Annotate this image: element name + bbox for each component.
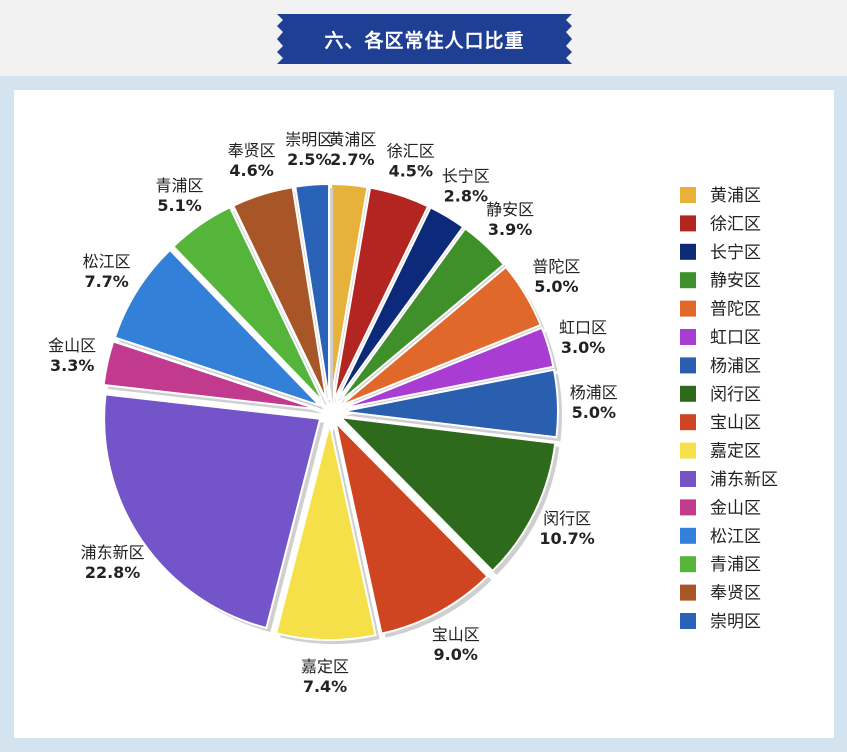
pie-slice-4	[339, 265, 542, 407]
page-title: 六、各区常住人口比重	[324, 29, 525, 52]
slice-label-name: 青浦区	[156, 176, 204, 195]
legend-swatch	[680, 357, 696, 374]
legend-swatch	[680, 471, 696, 487]
slice-label-value: 3.9%	[488, 220, 532, 239]
slice-label-name: 杨浦区	[570, 383, 618, 402]
slice-label-name: 嘉定区	[301, 657, 349, 676]
legend-label: 普陀区	[710, 300, 761, 320]
pie-slice-5	[341, 326, 555, 410]
legend-label: 虹口区	[710, 328, 761, 348]
slice-label-name: 长宁区	[442, 167, 490, 186]
legend-label: 闵行区	[710, 385, 761, 405]
legend-swatch	[680, 613, 696, 629]
legend-swatch	[680, 556, 696, 573]
legend-swatch	[680, 243, 696, 260]
slice-label-name: 闵行区	[543, 509, 591, 528]
legend-swatch	[680, 442, 696, 459]
legend-swatch	[680, 527, 696, 544]
legend-label: 静安区	[710, 271, 761, 291]
slice-label-name: 虹口区	[559, 318, 607, 337]
slice-label-name: 奉贤区	[228, 141, 276, 160]
pie-slice-7	[338, 415, 557, 573]
legend-swatch	[680, 385, 696, 402]
pie-slice-6	[341, 368, 559, 439]
slice-label-value: 22.8%	[85, 563, 141, 582]
pie-slice-3	[337, 227, 506, 404]
slice-label-name: 浦东新区	[81, 543, 145, 562]
banner-right-edge	[562, 14, 572, 64]
header-bar: 六、各区常住人口比重	[0, 0, 847, 76]
pie-slice-9	[274, 423, 377, 641]
slice-label-name: 宝山区	[432, 625, 480, 644]
legend-swatch	[680, 414, 696, 431]
slice-label-name: 崇明区	[285, 130, 333, 149]
slice-label-value: 2.8%	[444, 187, 488, 206]
slice-label-value: 7.7%	[84, 272, 128, 291]
pie-slice-14	[231, 186, 328, 401]
pie-slice-0	[330, 183, 369, 401]
legend-label: 奉贤区	[710, 584, 761, 604]
pie-slices	[102, 183, 562, 644]
chart-legend: 黄浦区徐汇区长宁区静安区普陀区虹口区杨浦区闵行区宝山区嘉定区浦东新区金山区松江区…	[680, 186, 778, 632]
legend-label: 黄浦区	[710, 186, 761, 206]
legend-label: 嘉定区	[710, 442, 761, 462]
pie-slice-1	[332, 186, 430, 402]
slice-label-value: 3.0%	[561, 338, 605, 357]
slice-label-name: 徐汇区	[387, 142, 435, 161]
slice-label-value: 10.7%	[539, 529, 595, 548]
slice-label-value: 7.4%	[303, 677, 347, 696]
legend-swatch	[680, 584, 696, 601]
slice-label-value: 9.0%	[434, 645, 478, 664]
legend-label: 杨浦区	[710, 356, 761, 376]
legend-swatch	[680, 499, 696, 516]
chart-title-banner: 六、各区常住人口比重	[277, 14, 572, 64]
legend-swatch	[680, 300, 696, 317]
pie-slice-11	[102, 340, 319, 411]
pie-slice-8	[334, 419, 489, 635]
legend-label: 浦东新区	[710, 470, 778, 490]
slice-label-name: 静安区	[486, 200, 534, 219]
pie-slice-13	[171, 205, 325, 403]
legend-label: 青浦区	[710, 555, 761, 575]
slice-label-name: 松江区	[83, 252, 131, 271]
slice-label-value: 2.5%	[287, 150, 331, 169]
legend-label: 松江区	[710, 527, 761, 547]
slice-label-value: 4.5%	[389, 162, 433, 181]
slice-label-value: 5.1%	[157, 196, 201, 215]
legend-label: 长宁区	[710, 243, 761, 263]
slice-label-value: 4.6%	[229, 161, 273, 180]
legend-swatch	[680, 187, 696, 203]
pie-slice-15	[294, 183, 331, 401]
legend-label: 徐汇区	[710, 214, 761, 234]
legend-label: 崇明区	[710, 612, 761, 632]
slice-label-value: 2.7%	[330, 150, 374, 169]
slice-label-value: 5.0%	[572, 403, 616, 422]
legend-label: 宝山区	[710, 413, 761, 433]
slice-label-value: 5.0%	[534, 277, 578, 296]
slice-label-name: 金山区	[48, 336, 96, 355]
banner-left-edge	[277, 14, 287, 64]
slice-label-name: 普陀区	[532, 257, 580, 276]
legend-swatch	[680, 215, 696, 232]
slice-label-value: 3.3%	[50, 356, 94, 375]
legend-swatch	[680, 329, 696, 345]
pie-slice-12	[113, 248, 321, 407]
slice-label-name: 黄浦区	[328, 130, 376, 149]
pie-slice-2	[335, 206, 465, 403]
pie-slice-10	[103, 393, 322, 630]
legend-swatch	[680, 272, 696, 289]
legend-label: 金山区	[710, 498, 761, 518]
